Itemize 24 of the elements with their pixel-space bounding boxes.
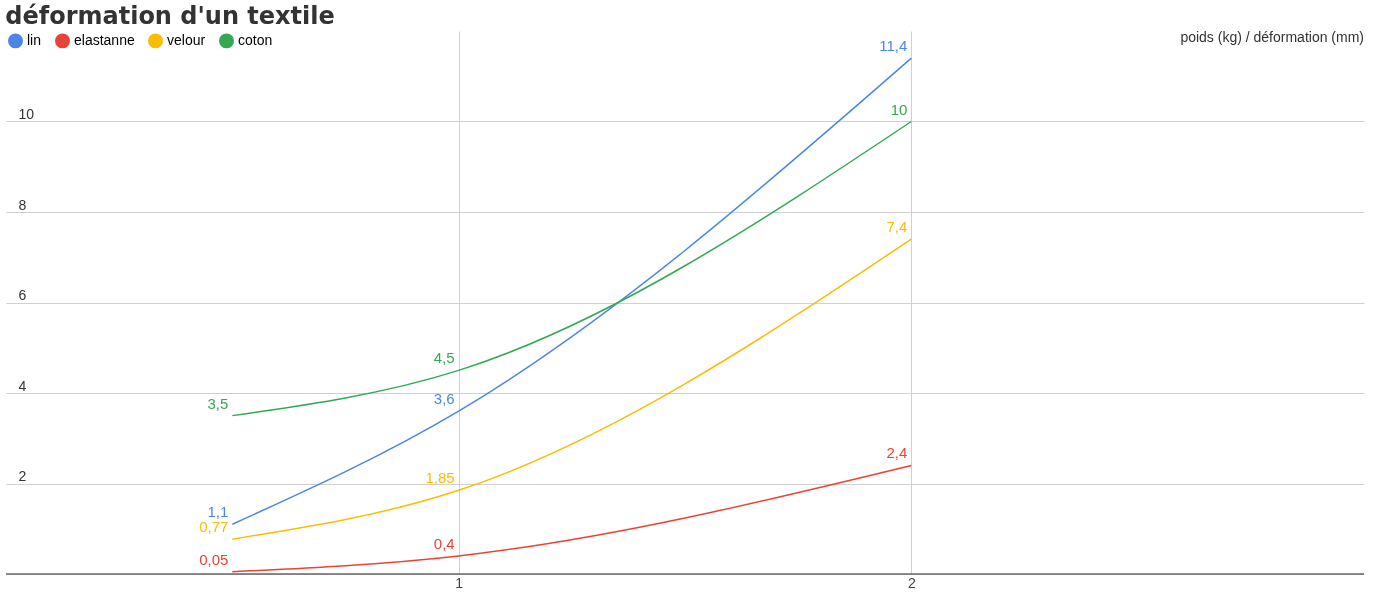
data-label: 10 [890,100,908,118]
y-tick-label: 4 [18,377,27,394]
annotation: poids (kg) / déformation (mm) [1180,29,1364,45]
legend-label: coton [238,31,273,48]
x-tick-label: 1 [455,574,464,591]
y-tick-label: 8 [18,196,27,213]
y-tick-label: 6 [18,287,27,303]
data-label: 3,6 [433,390,455,408]
data-label: 0,05 [199,550,229,568]
data-label: 0,77 [199,518,229,536]
data-label: 0,4 [433,534,455,552]
data-label: 1,85 [425,469,455,487]
legend-label: velour [167,31,206,48]
y-tick-label: 2 [18,468,27,484]
chart-title: déformation d'un textile [5,2,335,30]
y-tick-label: 10 [18,106,35,122]
data-label: 7,4 [886,218,908,236]
data-label: 2,4 [886,444,908,462]
legend-label: elastanne [74,31,135,48]
data-label: 4,5 [433,349,455,367]
data-label: 1,1 [207,503,229,521]
legend-label: lin [27,31,42,48]
data-label: 11,4 [879,37,908,55]
data-label: 3,5 [207,394,229,412]
